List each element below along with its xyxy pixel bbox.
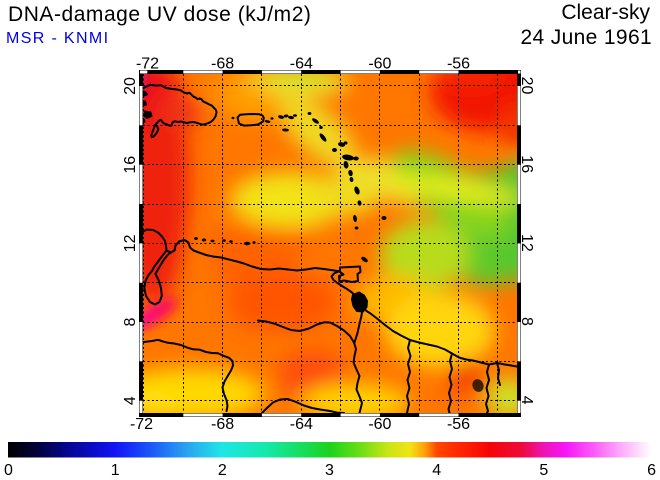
- svg-text:1: 1: [111, 462, 120, 479]
- svg-text:-56: -56: [447, 416, 470, 433]
- svg-text:16: 16: [122, 156, 139, 174]
- svg-text:20: 20: [122, 77, 139, 95]
- svg-text:-68: -68: [211, 416, 234, 433]
- svg-text:-72: -72: [130, 416, 153, 433]
- svg-text:8: 8: [122, 317, 139, 326]
- svg-text:16: 16: [518, 155, 535, 173]
- svg-text:3: 3: [325, 462, 334, 479]
- svg-text:-64: -64: [290, 56, 313, 73]
- svg-text:2: 2: [218, 462, 227, 479]
- svg-text:12: 12: [122, 234, 139, 252]
- svg-text:8: 8: [518, 317, 535, 326]
- svg-text:-72: -72: [136, 56, 159, 73]
- svg-text:4: 4: [122, 396, 139, 405]
- svg-text:4: 4: [432, 462, 441, 479]
- svg-text:20: 20: [518, 77, 535, 95]
- svg-text:-60: -60: [368, 416, 391, 433]
- svg-text:-64: -64: [290, 416, 313, 433]
- svg-text:-68: -68: [211, 56, 234, 73]
- svg-text:-56: -56: [447, 56, 470, 73]
- svg-text:6: 6: [647, 462, 656, 479]
- svg-text:4: 4: [518, 396, 535, 405]
- svg-text:5: 5: [539, 462, 548, 479]
- svg-text:12: 12: [518, 234, 535, 252]
- svg-text:-60: -60: [368, 56, 391, 73]
- svg-text:0: 0: [4, 462, 13, 479]
